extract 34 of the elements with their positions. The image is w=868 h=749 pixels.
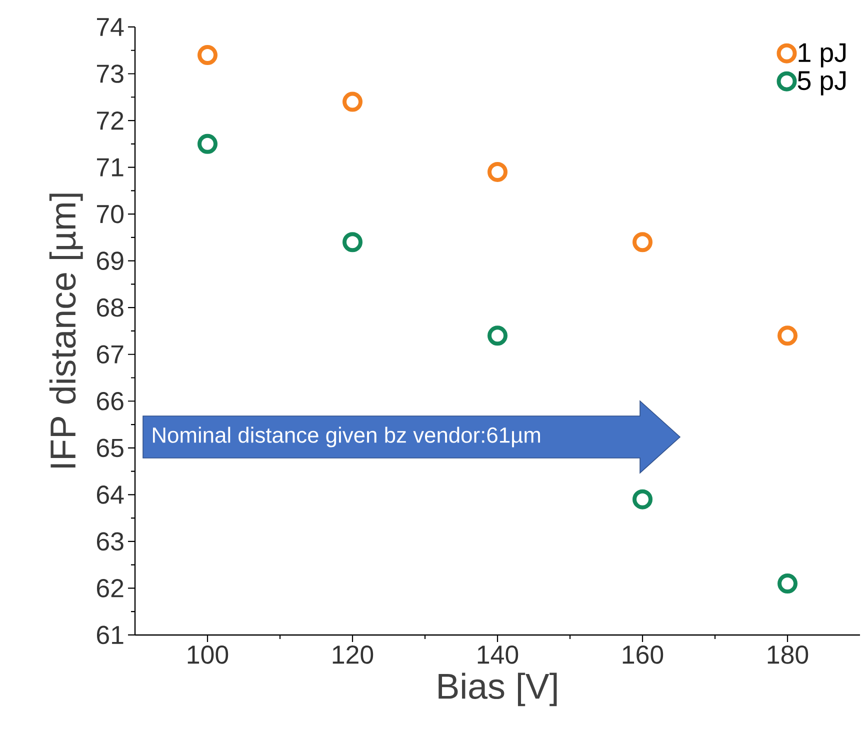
point xyxy=(632,232,653,252)
point xyxy=(198,134,218,154)
x-tick-label: 160 xyxy=(622,646,664,664)
y-tick-label: 74 xyxy=(97,18,124,36)
annotation: Nominal distance given bz vendor:61µm xyxy=(153,426,540,448)
y-tick-label: 61 xyxy=(96,626,124,644)
y-tick-label: 65 xyxy=(96,438,124,458)
point xyxy=(198,45,218,66)
x-tick-label: 140 xyxy=(478,646,518,664)
y-tick-label: 66 xyxy=(96,392,124,410)
y-axis-title: IFP distance [µm] xyxy=(49,194,83,468)
y-tick-label: 67 xyxy=(96,345,124,364)
legend-label: 5 pJ xyxy=(798,71,846,96)
point xyxy=(342,232,363,252)
y-tick-label: 63 xyxy=(96,532,124,551)
point xyxy=(342,92,363,112)
point xyxy=(632,489,653,510)
x-tick-label: 100 xyxy=(188,646,228,664)
y-tick-label: 70 xyxy=(97,204,124,224)
x-tick-label: 120 xyxy=(332,646,374,664)
point xyxy=(778,326,798,346)
y-tick-label: 72 xyxy=(97,111,124,130)
y-tick-label: 64 xyxy=(96,486,124,504)
y-tick-label: 71 xyxy=(97,158,124,176)
point xyxy=(778,574,798,594)
legend-label: 1 pJ xyxy=(798,43,846,68)
x-tick-label: 180 xyxy=(768,646,808,664)
y-tick-label: 69 xyxy=(96,252,124,270)
y-tick-label: 62 xyxy=(96,579,124,598)
y-tick-label: 68 xyxy=(96,298,124,317)
point xyxy=(488,162,508,182)
x-axis-title: Bias [V] xyxy=(438,672,557,706)
y-tick-label: 73 xyxy=(97,64,124,83)
point xyxy=(488,326,508,346)
